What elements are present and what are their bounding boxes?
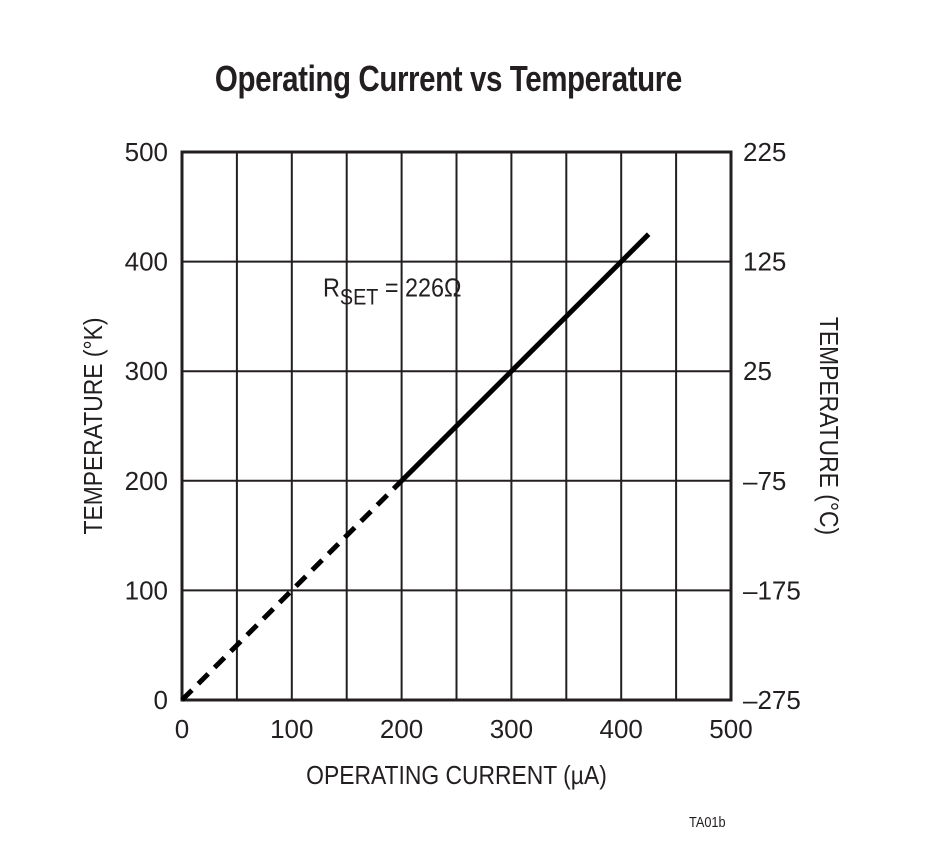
figure-code: TA01b	[689, 814, 726, 831]
x-tick-label: 0	[175, 714, 189, 744]
solid-series-line	[399, 232, 651, 483]
x-tick-label: 500	[709, 714, 752, 744]
y2-tick-label: –275	[743, 685, 801, 715]
dashed-series-line	[180, 479, 404, 702]
y2-tick-label: 225	[743, 137, 786, 167]
y-tick-label: 0	[154, 685, 168, 715]
y2-tick-label: –75	[743, 466, 786, 496]
y-axis-label: TEMPERATURE (°K)	[80, 317, 109, 534]
x-axis-label: OPERATING CURRENT (µA)	[306, 762, 607, 791]
y-tick-label: 100	[125, 575, 168, 605]
x-tick-label: 300	[490, 714, 533, 744]
chart-title: Operating Current vs Temperature	[214, 58, 682, 99]
rset-annotation: RSET = 226Ω	[323, 274, 462, 309]
y2-tick-label: 125	[743, 247, 786, 277]
y-tick-label: 500	[125, 137, 168, 167]
x-tick-label: 100	[270, 714, 313, 744]
plot-frame	[180, 150, 733, 702]
y-tick-label: 400	[125, 247, 168, 277]
y2-axis-label: TEMPERATURE (°C)	[814, 317, 843, 535]
y2-tick-label: 25	[743, 356, 772, 386]
y-tick-label: 200	[125, 466, 168, 496]
x-tick-label: 200	[380, 714, 423, 744]
y2-tick-label: –175	[743, 575, 801, 605]
y-tick-label: 300	[125, 356, 168, 386]
x-tick-label: 400	[600, 714, 643, 744]
